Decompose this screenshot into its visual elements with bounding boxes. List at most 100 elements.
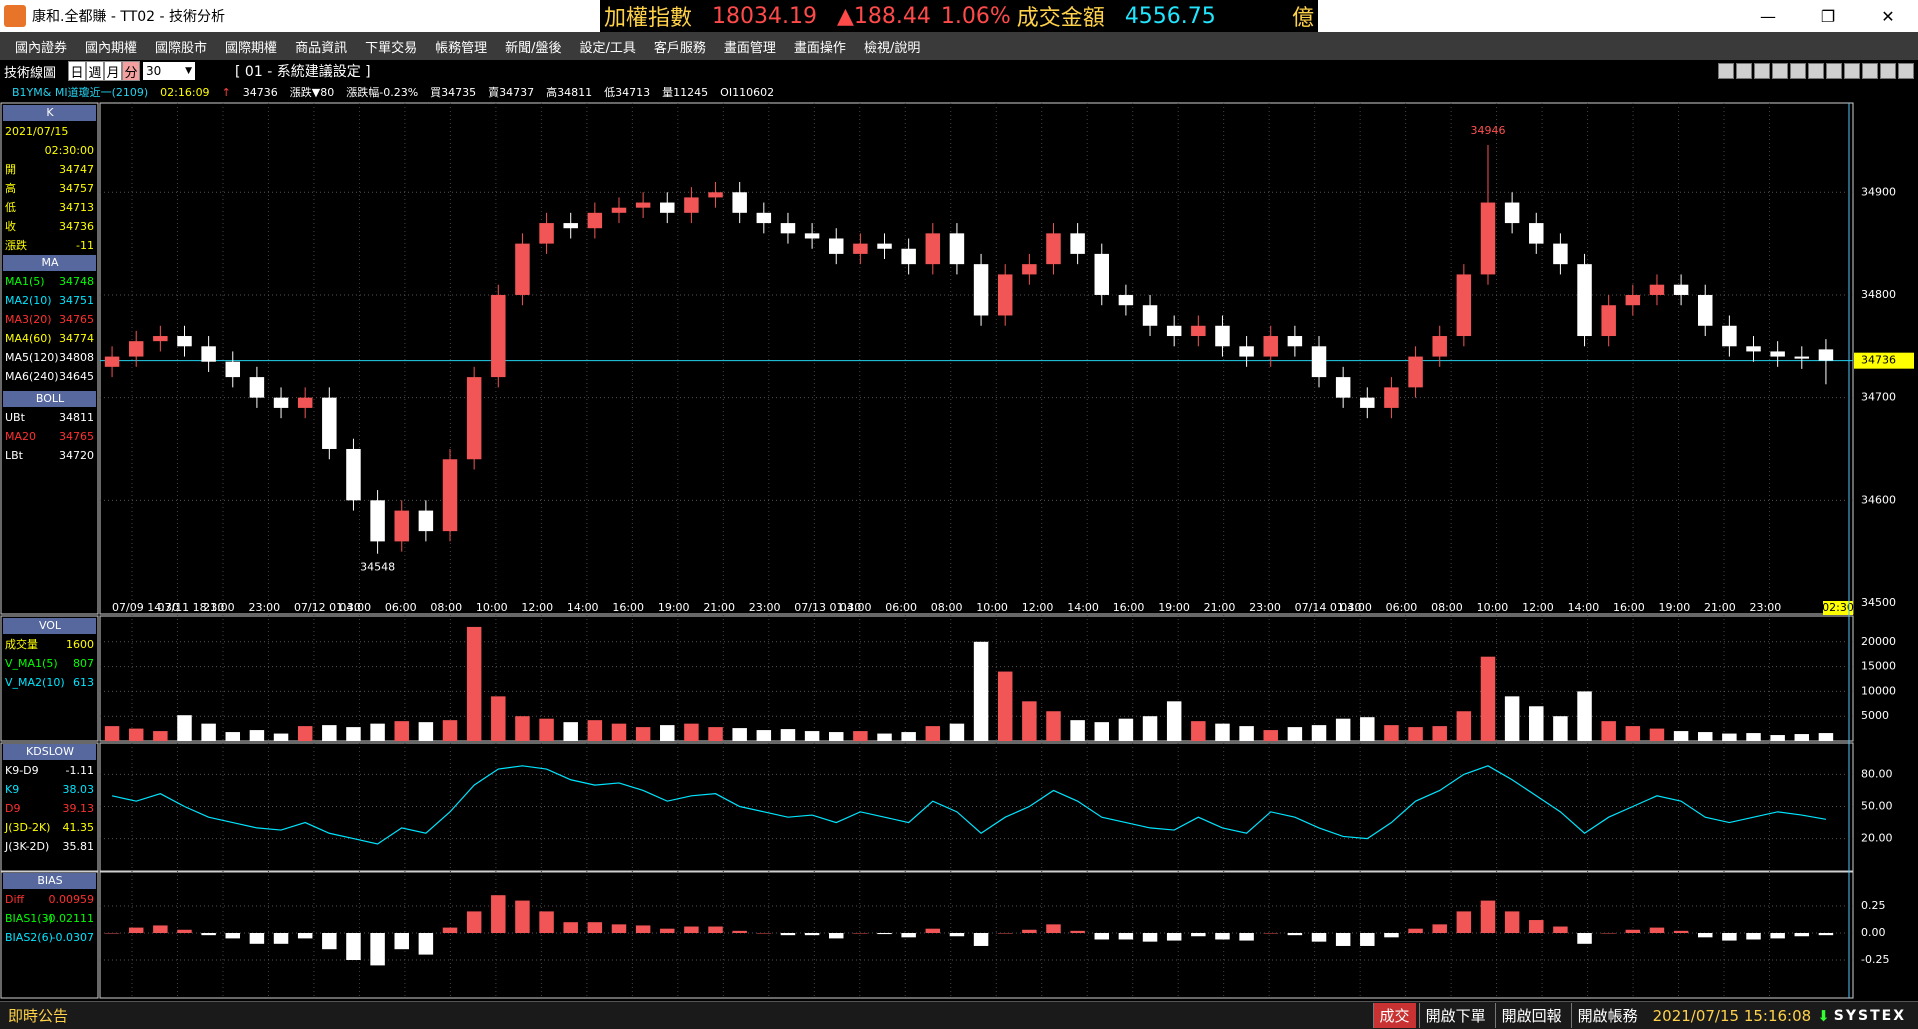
tool-button[interactable] bbox=[1736, 63, 1752, 79]
volume-bar bbox=[201, 723, 216, 741]
menu-item[interactable]: 國內期權 bbox=[85, 40, 138, 56]
bias-bar bbox=[346, 933, 361, 960]
info-item: 高34811 bbox=[546, 86, 593, 99]
app-icon bbox=[4, 5, 26, 27]
tool-button[interactable] bbox=[1754, 63, 1770, 79]
volume-bar bbox=[1022, 701, 1037, 741]
tool-button[interactable] bbox=[1718, 63, 1734, 79]
period-button[interactable]: 月 bbox=[104, 61, 123, 81]
row-value: 35.81 bbox=[63, 840, 95, 853]
period-button[interactable]: 分 bbox=[122, 61, 141, 81]
x-tick-label: 07/11 18:30 bbox=[157, 601, 224, 614]
volume-bar bbox=[1239, 726, 1254, 741]
volume-bar bbox=[539, 718, 554, 741]
tool-button[interactable] bbox=[1880, 63, 1896, 79]
bias-bar bbox=[780, 933, 796, 936]
row-value: -1.11 bbox=[66, 764, 94, 777]
candle-body bbox=[1022, 264, 1037, 275]
section-header: MA bbox=[41, 256, 58, 269]
candle-body bbox=[780, 223, 796, 234]
candle-body bbox=[997, 274, 1013, 316]
interval-dropdown[interactable]: 30 ▼ bbox=[143, 62, 196, 80]
menu-item[interactable]: 商品資訊 bbox=[295, 40, 348, 56]
row-label: V_MA1(5) bbox=[5, 657, 58, 670]
bias-bar bbox=[394, 933, 409, 950]
brand: SYSTEX bbox=[1833, 1007, 1906, 1024]
menu-item[interactable]: 新聞/盤後 bbox=[505, 40, 562, 56]
volume-bar bbox=[1794, 734, 1810, 741]
bias-bar bbox=[1287, 933, 1303, 936]
close-button[interactable]: ✕ bbox=[1881, 6, 1895, 26]
row-value: 1600 bbox=[66, 638, 94, 651]
notice[interactable]: 即時公告 bbox=[8, 1007, 69, 1025]
row-label: LBt bbox=[5, 449, 24, 462]
period-button[interactable]: 日 bbox=[68, 61, 87, 81]
tool-button[interactable] bbox=[1862, 63, 1878, 79]
ticker-amount: 4556.75 bbox=[1124, 3, 1216, 29]
y-tick-label: 20000 bbox=[1861, 635, 1896, 648]
y-tick-label: 0.25 bbox=[1861, 899, 1886, 912]
info-item: B1YM& MI道瓊近一(2109) bbox=[12, 86, 149, 99]
section-header-bg bbox=[3, 105, 96, 121]
info-item: 買34735 bbox=[430, 86, 477, 99]
volume-bar bbox=[515, 716, 530, 741]
candle-body bbox=[732, 192, 747, 213]
volume-bar bbox=[394, 721, 409, 741]
status-button[interactable]: 開啟下單 bbox=[1418, 1003, 1492, 1028]
period-button[interactable]: 週 bbox=[86, 61, 105, 81]
status-button[interactable]: 開啟帳務 bbox=[1570, 1003, 1644, 1028]
tool-button[interactable] bbox=[1844, 63, 1860, 79]
row-value: 34645 bbox=[59, 370, 94, 383]
info-item: 02:16:09 bbox=[160, 85, 210, 99]
x-tick-label: 08:00 bbox=[1431, 601, 1463, 614]
candle-body bbox=[201, 346, 216, 362]
y-tick-label: 80.00 bbox=[1861, 767, 1893, 780]
menu-item[interactable]: 畫面操作 bbox=[793, 40, 846, 56]
menu-item[interactable]: 國際股市 bbox=[155, 40, 208, 56]
candle-body bbox=[1118, 294, 1134, 306]
candle-body bbox=[949, 233, 965, 265]
candle-body bbox=[1553, 243, 1568, 265]
menu-item[interactable]: 國內證券 bbox=[15, 40, 68, 56]
bias-bar bbox=[1673, 930, 1689, 933]
menu-item[interactable]: 下單交易 bbox=[365, 40, 418, 56]
bias-bar bbox=[1601, 933, 1616, 934]
status-button[interactable]: 成交 bbox=[1372, 1003, 1416, 1028]
menu-item[interactable]: 畫面管理 bbox=[723, 40, 776, 56]
x-tick-label: 08:00 bbox=[931, 601, 963, 614]
row-value: 34747 bbox=[59, 163, 94, 176]
setting-label: [ 01 - 系統建議設定 ] bbox=[235, 64, 371, 80]
row-label: MA5(120) bbox=[5, 351, 59, 364]
tool-button[interactable] bbox=[1772, 63, 1788, 79]
tool-button[interactable] bbox=[1808, 63, 1824, 79]
volume-bar bbox=[1335, 718, 1351, 741]
minimize-button[interactable]: — bbox=[1760, 6, 1776, 26]
volume-bar bbox=[1191, 721, 1206, 741]
volume-bar bbox=[128, 728, 144, 741]
maximize-button[interactable]: ❐ bbox=[1820, 6, 1836, 26]
bias-bar bbox=[1191, 933, 1206, 937]
x-tick-label: 06:00 bbox=[385, 601, 417, 614]
row-label: MA6(240) bbox=[5, 370, 59, 383]
row-value: 34748 bbox=[59, 275, 94, 288]
x-tick-label: 04:00 bbox=[339, 601, 371, 614]
menu-item[interactable]: 檢視/說明 bbox=[863, 40, 921, 56]
bias-bar bbox=[273, 933, 289, 944]
volume-bar bbox=[563, 722, 578, 741]
menu-item[interactable]: 帳務管理 bbox=[435, 40, 488, 56]
ticker: 加權指數 18034.19 ▲188.44 1.06% 成交金額 4556.75… bbox=[600, 0, 1318, 32]
section-header: K bbox=[46, 106, 54, 119]
row-value: 34751 bbox=[59, 294, 94, 307]
menu-item[interactable]: 客戶服務 bbox=[653, 40, 706, 56]
volume-bar bbox=[708, 727, 723, 741]
side-panel bbox=[0, 871, 99, 999]
tool-button[interactable] bbox=[1898, 63, 1914, 79]
menu-item[interactable]: 設定/工具 bbox=[579, 40, 636, 56]
candle-body bbox=[322, 397, 337, 449]
tool-button[interactable] bbox=[1826, 63, 1842, 79]
tool-button[interactable] bbox=[1790, 63, 1806, 79]
menu-item[interactable]: 國際期權 bbox=[225, 40, 278, 56]
status-button[interactable]: 開啟回報 bbox=[1494, 1003, 1568, 1028]
x-tick-label: 21:00 bbox=[703, 601, 735, 614]
